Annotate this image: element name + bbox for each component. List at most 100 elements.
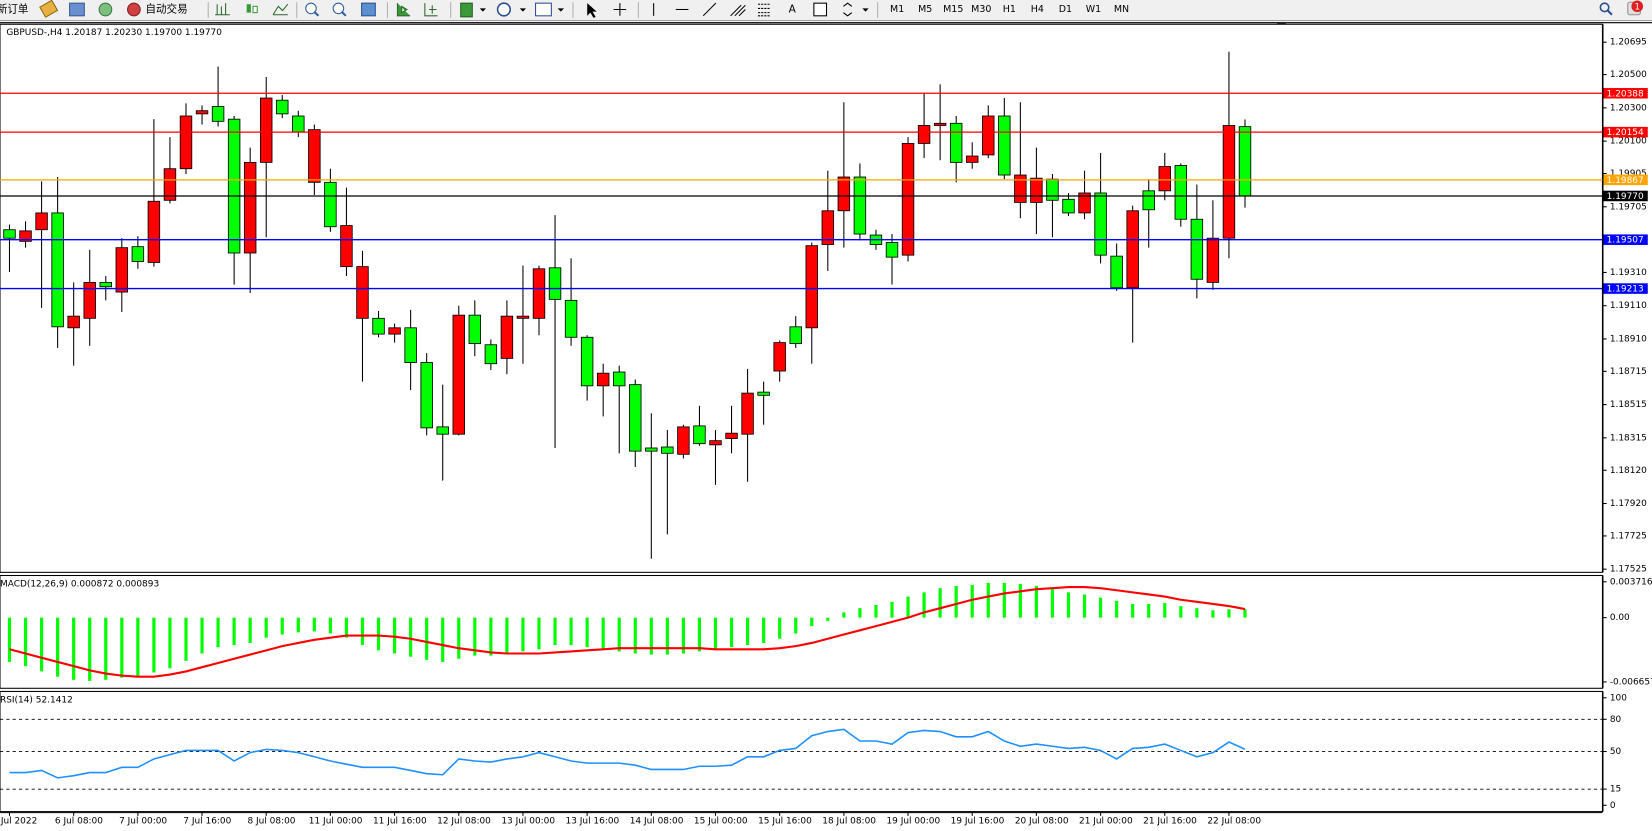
y-tick-label: 1.19110 bbox=[1610, 301, 1647, 311]
timeframe-button[interactable]: M1 bbox=[890, 4, 904, 15]
new-order-button[interactable]: 新订单 bbox=[0, 2, 28, 15]
histogram-bar bbox=[1163, 602, 1167, 618]
histogram-bar bbox=[601, 617, 605, 650]
y-tick-label: 1.20100 bbox=[1610, 137, 1647, 147]
icon-crosshair[interactable] bbox=[613, 3, 627, 16]
icon-text-label[interactable] bbox=[813, 2, 828, 17]
x-tick-label: 14 Jul 08:00 bbox=[630, 817, 684, 827]
text-tool[interactable]: A bbox=[789, 3, 797, 15]
icon-auto-scroll[interactable] bbox=[396, 3, 411, 17]
timeframe-button[interactable]: H4 bbox=[1031, 4, 1044, 15]
timeframe-button[interactable]: W1 bbox=[1086, 4, 1101, 15]
histogram-bar bbox=[1082, 594, 1087, 618]
icon-channel[interactable] bbox=[730, 4, 746, 17]
toolbar: 新订单 自动交易 A M1 bbox=[0, 0, 1652, 22]
x-tick-label: 5 Jul 2022 bbox=[0, 817, 37, 827]
histogram-bar bbox=[409, 617, 413, 657]
icon-metaeditor[interactable] bbox=[39, 0, 59, 18]
candle-body bbox=[259, 97, 273, 163]
candle-body bbox=[388, 327, 401, 335]
icon-candles[interactable] bbox=[252, 5, 258, 14]
icon-indicators[interactable] bbox=[460, 2, 473, 18]
icon-signals[interactable] bbox=[98, 2, 113, 17]
dropdown-arrow[interactable] bbox=[557, 8, 565, 12]
candle-body bbox=[1126, 210, 1139, 289]
x-tick-label: 15 Jul 00:00 bbox=[694, 817, 748, 827]
icon-templates[interactable] bbox=[535, 2, 552, 17]
candle-body bbox=[163, 168, 177, 201]
timeframe-button[interactable]: M15 bbox=[943, 4, 963, 15]
histogram-bar bbox=[890, 601, 894, 618]
icon-fibonacci[interactable] bbox=[758, 3, 771, 17]
histogram-bar bbox=[729, 617, 734, 648]
icon-zoom-out[interactable] bbox=[332, 2, 345, 15]
histogram-bar bbox=[697, 617, 702, 652]
dropdown-arrow[interactable] bbox=[519, 8, 527, 12]
timeframe-button[interactable]: H1 bbox=[1003, 4, 1016, 15]
candle-body bbox=[452, 314, 465, 435]
histogram-bar bbox=[874, 605, 878, 618]
histogram-bar bbox=[489, 617, 493, 656]
x-tick-label: 6 Jul 08:00 bbox=[55, 817, 103, 827]
notification-badge[interactable] bbox=[1631, 0, 1644, 13]
icon-chart-shift[interactable] bbox=[424, 3, 438, 17]
icon-trendline[interactable] bbox=[702, 2, 717, 17]
icon-arrows[interactable] bbox=[843, 2, 853, 17]
x-tick-label: 19 Jul 00:00 bbox=[886, 817, 940, 827]
icon-market-watch[interactable] bbox=[69, 2, 85, 17]
icon-zoom-out[interactable] bbox=[340, 10, 347, 17]
dropdown-arrow[interactable] bbox=[862, 8, 869, 12]
icon-zoom-in[interactable] bbox=[305, 2, 317, 15]
histogram-bar bbox=[1018, 583, 1022, 618]
icon-periods[interactable] bbox=[496, 2, 512, 17]
level-label-box bbox=[1603, 234, 1648, 245]
y-tick-label: 1.17525 bbox=[1610, 565, 1647, 575]
icon-candles[interactable] bbox=[246, 4, 251, 13]
y-tick-label: 15 bbox=[1610, 785, 1621, 795]
icon-auto-trading[interactable] bbox=[127, 2, 141, 17]
histogram-bar bbox=[56, 617, 60, 677]
candle-body bbox=[1190, 218, 1204, 280]
histogram-bar bbox=[810, 617, 814, 627]
histogram-bar bbox=[184, 617, 188, 661]
x-tick-label: 12 Jul 08:00 bbox=[437, 817, 491, 827]
icon-line-chart[interactable] bbox=[272, 3, 289, 16]
icon-search[interactable] bbox=[1599, 2, 1610, 13]
histogram-bar bbox=[1211, 610, 1215, 618]
level-label: 1.19213 bbox=[1607, 285, 1644, 295]
y-tick-label: 1.20300 bbox=[1610, 103, 1647, 113]
histogram-bar bbox=[7, 617, 12, 662]
icon-cursor[interactable] bbox=[587, 3, 597, 18]
candle-body bbox=[484, 344, 498, 365]
histogram-bar bbox=[649, 617, 653, 655]
pane-frame bbox=[0, 23, 1603, 573]
y-tick-label: 1.19310 bbox=[1610, 268, 1647, 278]
level-label-box bbox=[1603, 174, 1648, 186]
icon-tile-windows[interactable] bbox=[361, 2, 376, 17]
timeframe-button[interactable]: M5 bbox=[918, 4, 932, 15]
histogram-bar bbox=[88, 617, 92, 681]
timeframe-button[interactable]: M30 bbox=[971, 4, 991, 15]
histogram-bar bbox=[569, 617, 573, 646]
icon-search[interactable] bbox=[1606, 9, 1613, 16]
dropdown-arrow[interactable] bbox=[479, 8, 487, 12]
candle-body bbox=[661, 446, 674, 454]
icon-zoom-in[interactable] bbox=[313, 10, 320, 17]
timeframe-button[interactable]: MN bbox=[1114, 4, 1129, 15]
candle-body bbox=[1110, 255, 1123, 289]
histogram-bar bbox=[441, 617, 445, 662]
auto-trading-button[interactable]: 自动交易 bbox=[145, 2, 187, 15]
histogram-bar bbox=[328, 617, 332, 634]
x-tick-label: 22 Jul 08:00 bbox=[1207, 817, 1261, 827]
histogram-bar bbox=[136, 617, 140, 676]
icon-bar-chart[interactable] bbox=[215, 3, 230, 16]
y-tick-label: -0.006657 bbox=[1610, 677, 1652, 687]
level-label: 1.20388 bbox=[1607, 89, 1644, 99]
candle-body bbox=[324, 181, 337, 228]
histogram-bar bbox=[360, 617, 365, 646]
candle-body bbox=[741, 392, 754, 435]
candle-body bbox=[1094, 192, 1107, 256]
timeframe-button[interactable]: D1 bbox=[1059, 4, 1072, 15]
candle-body bbox=[596, 372, 610, 387]
